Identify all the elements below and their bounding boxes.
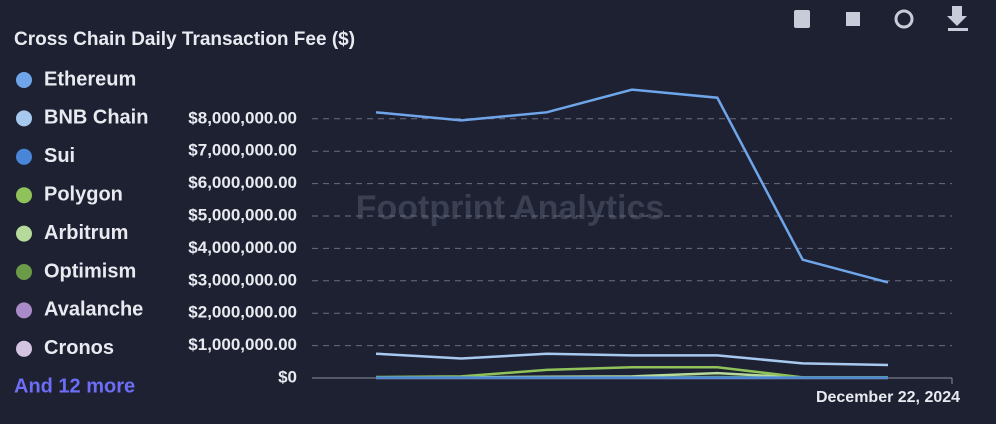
legend-label: Polygon [44,183,123,205]
y-tick-label: $7,000,000.00 [188,141,297,160]
y-tick-label: $2,000,000.00 [188,303,297,322]
legend-label: Ethereum [44,68,136,90]
legend-dot [16,187,32,204]
copy-icon[interactable] [846,12,860,26]
table-icon[interactable] [794,10,810,28]
y-tick-label: $1,000,000.00 [188,335,297,354]
series-line [375,352,889,367]
chart-title: Cross Chain Daily Transaction Fee ($) [14,29,355,50]
watermark: Footprint Analytics [356,189,665,227]
legend-label: Avalanche [44,299,143,321]
legend-dot [16,340,32,357]
legend-dot [16,302,32,319]
legend-label: Cronos [44,337,114,359]
legend-label: Optimism [44,260,136,282]
legend-label: Arbitrum [44,222,128,244]
y-tick-label: $5,000,000.00 [188,205,297,224]
y-tick-label: $3,000,000.00 [188,270,297,289]
x-tick-label: December 22, 2024 [816,389,960,406]
legend-dot [16,264,32,280]
y-tick-label: $4,000,000.00 [188,238,297,257]
toolbar [794,6,968,31]
series-line [375,88,889,284]
y-tick-label: $6,000,000.00 [188,173,297,192]
y-tick-label: $0 [278,367,297,386]
y-tick-label: $8,000,000.00 [188,108,297,127]
legend-dot [16,225,32,242]
legend-dot [16,148,32,165]
legend-dot [16,110,32,127]
legend-dot [16,72,32,88]
legend-label: Sui [44,145,75,167]
legend-label: BNB Chain [44,107,148,129]
more-link[interactable]: And 12 more [14,375,135,397]
download-icon[interactable] [947,6,968,31]
refresh-icon[interactable] [894,9,914,29]
